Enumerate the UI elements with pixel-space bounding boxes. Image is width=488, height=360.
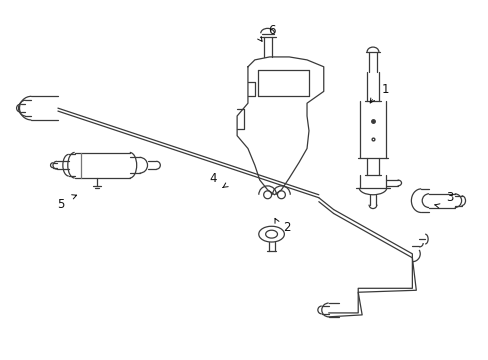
Text: 4: 4 <box>209 171 217 185</box>
Text: 1: 1 <box>381 83 389 96</box>
Text: 6: 6 <box>267 24 275 37</box>
Text: 2: 2 <box>283 221 290 234</box>
Text: 3: 3 <box>445 191 452 204</box>
Text: 5: 5 <box>57 198 64 211</box>
